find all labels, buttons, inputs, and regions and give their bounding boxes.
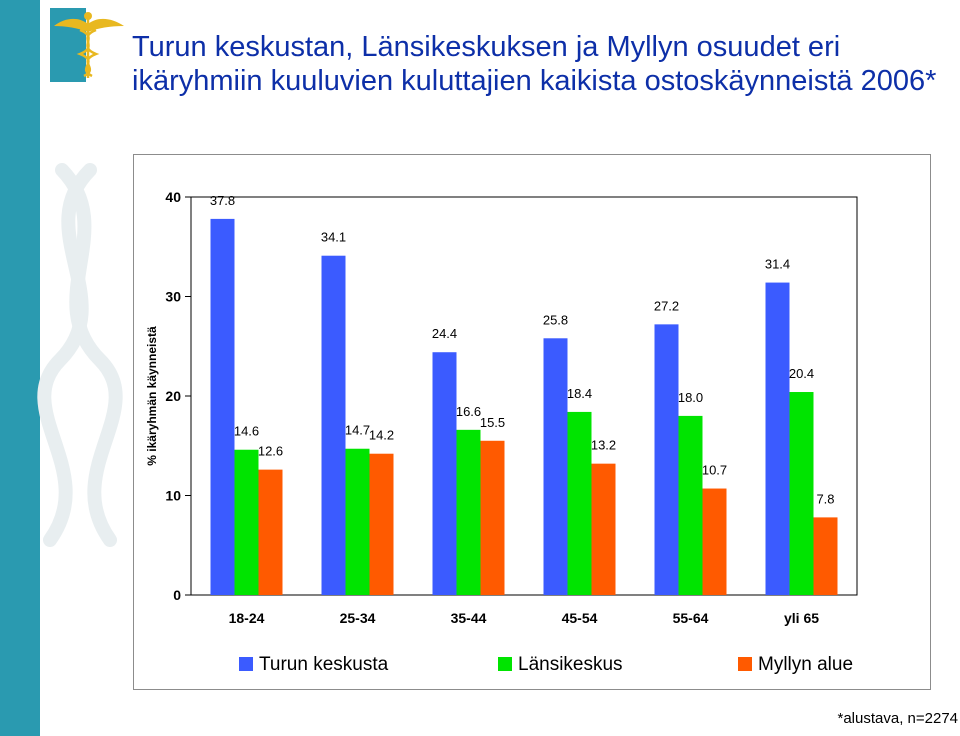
data-label: 34.1: [321, 230, 346, 245]
data-label: 18.0: [678, 390, 703, 405]
legend-swatch: [239, 657, 253, 671]
legend-label: Turun keskusta: [259, 654, 389, 675]
bar: [345, 448, 370, 595]
y-tick-label: 30: [165, 289, 181, 305]
bar: [702, 488, 727, 595]
y-tick-label: 0: [173, 587, 181, 603]
bar: [678, 415, 703, 595]
bar: [258, 469, 283, 595]
data-label: 31.4: [765, 257, 790, 272]
data-label: 14.2: [369, 428, 394, 443]
data-label: 18.4: [567, 386, 592, 401]
bar: [591, 463, 616, 595]
legend-label: Myllyn alue: [758, 654, 853, 675]
x-tick-label: 45-54: [562, 610, 598, 626]
x-tick-label: yli 65: [784, 610, 819, 626]
y-axis-label: % ikäryhmän käynneistä: [145, 326, 159, 466]
caduceus-icon: [50, 8, 124, 82]
data-label: 15.5: [480, 415, 505, 430]
legend-swatch: [738, 657, 752, 671]
x-tick-label: 35-44: [451, 610, 487, 626]
page-title: Turun keskustan, Länsikeskuksen ja Mylly…: [132, 30, 952, 98]
footnote: *alustava, n=2274: [837, 710, 958, 727]
data-label: 12.6: [258, 444, 283, 459]
legend-label: Länsikeskus: [518, 654, 623, 675]
data-label: 25.8: [543, 312, 568, 327]
data-label: 37.8: [210, 193, 235, 208]
data-label: 14.7: [345, 423, 370, 438]
data-label: 24.4: [432, 326, 457, 341]
data-label: 14.6: [234, 424, 259, 439]
bar: [813, 517, 838, 595]
legend-swatch: [498, 657, 512, 671]
title-line-2: ikäryhmiin kuuluvien kuluttajien kaikist…: [132, 65, 937, 97]
title-line-1: Turun keskustan, Länsikeskuksen ja Mylly…: [132, 31, 841, 63]
x-tick-label: 18-24: [229, 610, 265, 626]
bar: [369, 453, 394, 595]
bar: [654, 324, 679, 595]
bar: [234, 449, 259, 595]
bar: [321, 255, 346, 595]
data-label: 16.6: [456, 404, 481, 419]
y-tick-label: 10: [165, 488, 181, 504]
bar: [456, 429, 481, 595]
left-accent-stripe: [0, 0, 40, 736]
y-tick-label: 20: [165, 388, 181, 404]
x-tick-label: 25-34: [340, 610, 376, 626]
bar: [480, 440, 505, 595]
y-tick-label: 40: [165, 189, 181, 205]
bar: [432, 352, 457, 595]
bar: [789, 392, 814, 595]
chart-frame: 0 10 20 30 40 % ikäryhmän käynneistä 37.8 14.6 1…: [133, 154, 931, 690]
data-label: 13.2: [591, 438, 616, 453]
plot-area: [190, 196, 858, 596]
bar-chart: 0 10 20 30 40 % ikäryhmän käynneistä 37.8 14.6 1…: [145, 189, 858, 675]
bar: [210, 218, 235, 595]
data-label: 10.7: [702, 463, 727, 478]
bar: [765, 282, 790, 595]
data-label: 7.8: [816, 491, 834, 506]
data-label: 20.4: [789, 366, 814, 381]
x-tick-label: 55-64: [673, 610, 709, 626]
bar: [543, 338, 568, 595]
data-label: 27.2: [654, 298, 679, 313]
bar: [567, 411, 592, 595]
